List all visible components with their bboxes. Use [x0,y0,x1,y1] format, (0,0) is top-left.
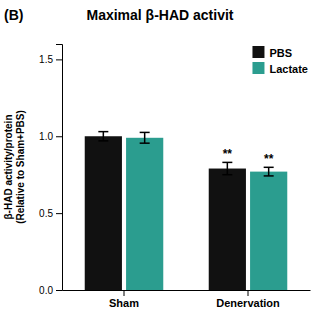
error-cap [222,174,232,176]
series [85,132,246,290]
y-tick-mark [56,213,62,214]
y-axis-title-line: β-HAD activity/protein [3,114,14,219]
legend: PBS Lactate [252,46,308,75]
y-axis-title: β-HAD activity/protein(Relative to Sham+… [3,110,26,224]
error-bar [98,132,108,141]
significance-label: ** [223,147,233,161]
error-cap [140,142,150,144]
error-bar [222,162,232,174]
axis-line [56,45,63,291]
title: Maximal β-HAD activit [86,7,233,23]
error-bar [140,132,150,143]
y-tick-label: 0.0 [39,285,53,296]
series [126,132,287,290]
error-line [227,162,229,174]
bar [85,136,122,290]
x-tick: Sham [109,290,139,309]
plot: 0.0 0.5 1.0 1.5 Sham Denervation ** ** PBS Lactat… [39,45,310,309]
legend-item: Lactate [252,62,308,75]
y-tick-label: 1.5 [39,54,53,65]
legend-swatch [252,62,264,74]
significance-label: ** [264,152,274,166]
y-tick-label: 0.5 [39,208,53,219]
error-line [268,167,270,176]
x-tick-label: Denervation [216,297,280,309]
y-axis: 0.0 0.5 1.0 1.5 [39,45,62,296]
error-cap [264,175,274,177]
marks [85,132,288,290]
y-axis-title-line: (Relative to Sham+PBS) [15,110,26,224]
error-cap [264,167,274,169]
axis-line [63,290,311,291]
legend-item: PBS [252,46,292,59]
panel-label: (B) [4,7,23,23]
legend-label: Lactate [269,63,308,75]
x-tick-mark [248,290,249,296]
error-cap [140,132,150,134]
bar [250,172,287,290]
error-line [103,132,105,141]
error-bar [264,167,274,176]
y-tick: 0.5 [39,208,62,219]
error-cap [98,131,108,133]
bar [126,138,163,290]
y-tick: 1.0 [39,131,62,142]
y-tick-label: 1.0 [39,131,53,142]
error-line [144,132,146,143]
y-tick-mark [56,136,62,137]
error-cap [98,140,108,142]
legend-label: PBS [269,47,292,59]
chart: 0.0 0.5 1.0 1.5 Sham Denervation ** ** PBS Lactat… [0,0,320,320]
y-tick: 1.5 [39,54,62,65]
y-tick-mark [56,290,62,291]
x-tick-mark [124,290,125,296]
x-axis: Sham Denervation [63,290,311,309]
y-tick: 0.0 [39,285,62,296]
bar [209,169,246,290]
x-tick: Denervation [216,290,280,309]
y-tick-mark [56,59,62,60]
error-cap [222,162,232,164]
x-tick-label: Sham [109,297,139,309]
legend-swatch [252,46,264,58]
